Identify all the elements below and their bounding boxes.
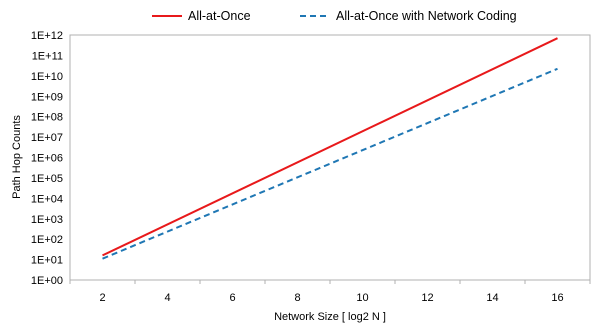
y-tick-label: 1E+12: [31, 30, 63, 42]
y-tick-label: 1E+05: [31, 173, 63, 185]
y-tick-label: 1E+00: [31, 275, 63, 287]
plot-frame: [69, 34, 591, 281]
x-tick-label: 4: [164, 292, 170, 304]
x-axis-ticks: 2 4 6 8 10 12 14 16: [69, 280, 591, 304]
y-tick-label: 1E+11: [32, 50, 63, 62]
x-tick-label: 8: [294, 292, 300, 304]
y-tick-label: 1E+10: [31, 71, 63, 83]
x-tick-label: 14: [486, 292, 498, 304]
x-tick-label: 12: [421, 292, 433, 304]
x-tick-label: 16: [551, 292, 563, 304]
y-tick-label: 1E+08: [31, 112, 63, 124]
x-tick-label: 6: [229, 292, 235, 304]
plot-area: [69, 34, 591, 281]
x-tick-label: 10: [356, 292, 368, 304]
x-tick-label: 2: [99, 292, 105, 304]
series-line: [102, 67, 558, 260]
y-axis-ticks: 1E+00 1E+01 1E+02 1E+03 1E+04 1E+05 1E+06 1E+07…: [31, 30, 63, 287]
x-axis-label: Network Size [ log2 N ]: [274, 311, 386, 323]
y-tick-label: 1E+06: [31, 153, 63, 165]
y-tick-label: 1E+01: [31, 255, 63, 267]
y-tick-label: 1E+03: [31, 214, 63, 226]
y-tick-label: 1E+04: [31, 193, 63, 205]
series-layer: [102, 37, 558, 260]
legend-label: All-at-Once with Network Coding: [336, 9, 517, 23]
y-tick-label: 1E+07: [31, 132, 63, 144]
legend: All-at-Once All-at-Once with Network Codi…: [152, 9, 517, 23]
y-axis-label: Path Hop Counts: [11, 115, 23, 199]
y-tick-label: 1E+02: [31, 234, 63, 246]
series-line: [102, 37, 558, 257]
y-tick-label: 1E+09: [31, 91, 63, 103]
legend-label: All-at-Once: [188, 9, 251, 23]
